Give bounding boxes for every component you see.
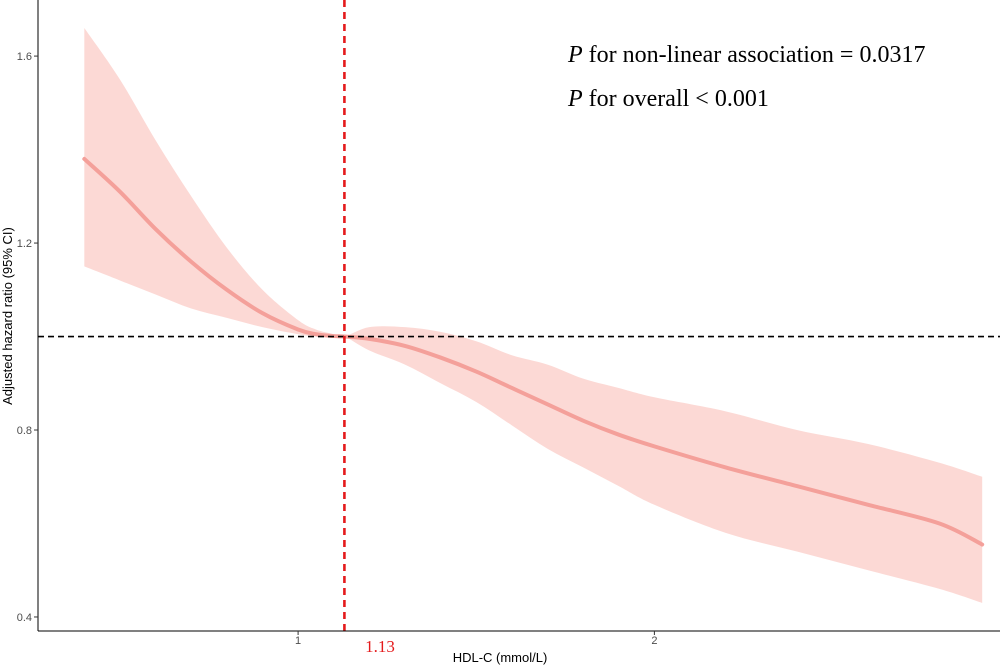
annotation-overall-p: P — [567, 86, 583, 112]
x-axis-title: HDL-C (mmol/L) — [453, 650, 548, 665]
x-tick-label-1: 1 — [295, 635, 301, 647]
plot-area — [38, 0, 1000, 631]
y-axis-title: Adjusted hazard ratio (95% CI) — [0, 227, 15, 405]
reference-x-label: 1.13 — [365, 637, 395, 656]
annotation-overall-text: for overall < 0.001 — [583, 86, 769, 112]
annotation-nonlinear: P for non-linear association = 0.0317 — [567, 42, 925, 68]
y-tick-label-0.4: 0.4 — [17, 612, 32, 624]
x-tick-label-2: 2 — [651, 635, 657, 647]
ci-band-0 — [84, 28, 983, 603]
y-tick-label-1.2: 1.2 — [17, 238, 32, 250]
annotation-nonlinear-p: P — [567, 42, 583, 68]
tick-layer: 1 2 0.4 0.8 1.2 1.6 — [17, 51, 658, 647]
y-tick-label-0.8: 0.8 — [17, 425, 32, 437]
y-tick-label-1.6: 1.6 — [17, 51, 32, 63]
annotation-nonlinear-text: for non-linear association = 0.0317 — [583, 42, 926, 68]
annotation-overall: P for overall < 0.001 — [567, 86, 769, 112]
hazard-ratio-line-0 — [82, 156, 985, 547]
